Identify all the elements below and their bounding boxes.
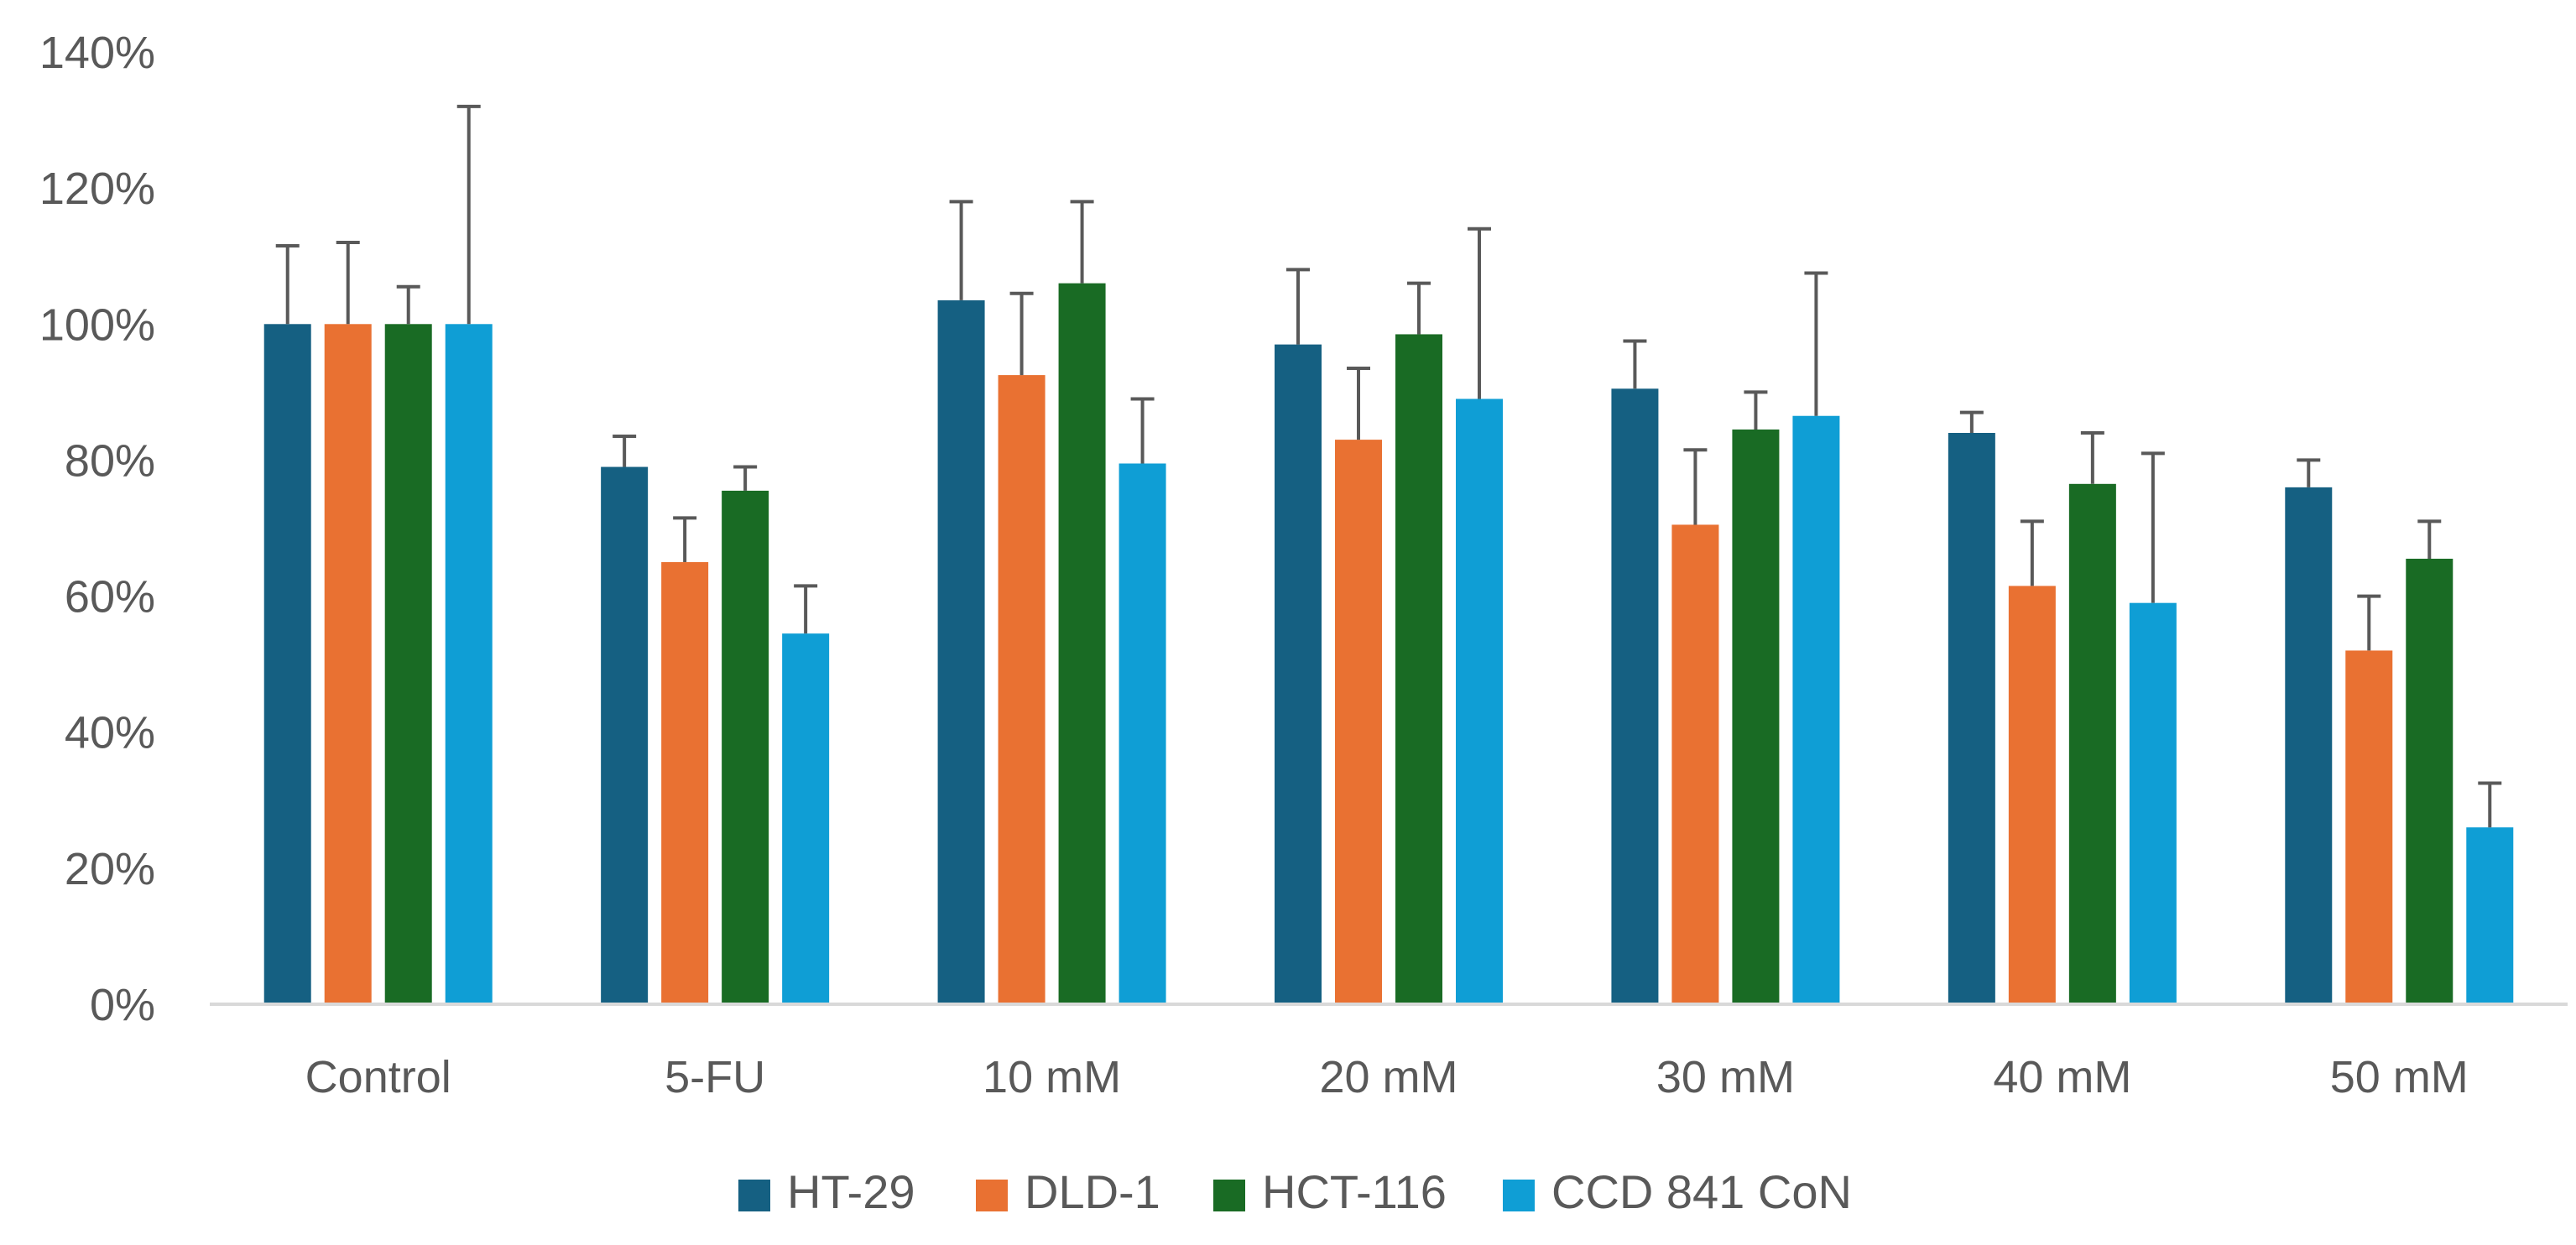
- error-bar-ccd-841-con-50-mm: [2478, 781, 2502, 828]
- y-tick-label: 100%: [39, 300, 155, 350]
- x-axis-tick-labels: Control 5-FU 10 mM 20 mM 30 mM 40 mM 50 mM: [305, 1052, 2469, 1102]
- error-bar-dld-1-10-mm: [1009, 291, 1034, 376]
- error-bar-ccd-841-con-20-mm: [1468, 227, 1491, 399]
- bar-hct-116-40-mm: [2068, 483, 2116, 1004]
- bar-dld-1-10-mm: [998, 375, 1046, 1004]
- x-tick-label: Control: [305, 1052, 451, 1102]
- error-bars: [275, 104, 2502, 828]
- legend-swatch: [976, 1180, 1008, 1211]
- y-tick-label: 60%: [65, 572, 155, 622]
- error-bar-hct-116-5-fu: [733, 465, 758, 491]
- error-bar-ccd-841-con-10-mm: [1130, 397, 1155, 464]
- error-bar-ht-29-control: [275, 244, 300, 325]
- error-bar-ht-29-50-mm: [2297, 458, 2321, 487]
- bar-ccd-841-con-control: [445, 324, 493, 1004]
- bar-ccd-841-con-20-mm: [1456, 399, 1503, 1004]
- error-bar-hct-116-50-mm: [2417, 519, 2442, 559]
- bar-ht-29-10-mm: [937, 300, 985, 1004]
- y-tick-label: 20%: [65, 844, 155, 894]
- legend-label: DLD-1: [1025, 1165, 1160, 1218]
- legend: HT-29 DLD-1 HCT-116 CCD 841 CoN: [738, 1165, 1852, 1218]
- error-bar-ht-29-20-mm: [1286, 268, 1310, 345]
- error-bar-ccd-841-con-30-mm: [1804, 271, 1828, 416]
- x-tick-label: 50 mM: [2330, 1052, 2469, 1102]
- error-bar-hct-116-30-mm: [1744, 390, 1768, 430]
- bar-ht-29-20-mm: [1275, 344, 1322, 1004]
- bar-dld-1-5-fu: [661, 562, 709, 1004]
- y-tick-label: 0%: [90, 980, 155, 1030]
- bar-hct-116-20-mm: [1395, 334, 1442, 1005]
- bar-ccd-841-con-50-mm: [2466, 827, 2514, 1004]
- x-tick-label: 40 mM: [1993, 1052, 2131, 1102]
- legend-item-hct-116: HCT-116: [1213, 1165, 1447, 1218]
- x-tick-label: 10 mM: [983, 1052, 1121, 1102]
- error-bar-dld-1-40-mm: [2020, 519, 2044, 586]
- legend-label: HT-29: [787, 1165, 915, 1218]
- bar-hct-116-10-mm: [1058, 283, 1106, 1005]
- bar-hct-116-30-mm: [1732, 429, 1780, 1005]
- error-bar-dld-1-50-mm: [2357, 594, 2381, 651]
- error-bar-hct-116-10-mm: [1070, 200, 1094, 284]
- y-tick-label: 120%: [39, 164, 155, 214]
- legend-item-dld-1: DLD-1: [976, 1165, 1160, 1218]
- error-bar-hct-116-20-mm: [1407, 281, 1431, 335]
- bar-ht-29-30-mm: [1611, 388, 1659, 1004]
- error-bar-ccd-841-con-40-mm: [2141, 451, 2165, 603]
- bar-dld-1-20-mm: [1335, 440, 1382, 1004]
- bar-hct-116-50-mm: [2406, 558, 2453, 1004]
- error-bar-dld-1-5-fu: [673, 516, 697, 563]
- legend-swatch: [1213, 1180, 1245, 1211]
- error-bar-dld-1-20-mm: [1347, 366, 1370, 440]
- error-bar-dld-1-30-mm: [1683, 448, 1708, 525]
- y-tick-label: 80%: [65, 435, 155, 486]
- x-tick-label: 30 mM: [1656, 1052, 1795, 1102]
- bar-hct-116-5-fu: [722, 490, 769, 1004]
- bars: [263, 283, 2514, 1005]
- y-axis-tick-labels: 0% 20% 40% 60% 80% 100% 120% 140%: [39, 28, 155, 1030]
- bar-ccd-841-con-5-fu: [782, 633, 830, 1004]
- error-bar-ht-29-40-mm: [1959, 410, 1984, 433]
- bar-dld-1-40-mm: [2008, 586, 2056, 1004]
- bar-ccd-841-con-30-mm: [1792, 415, 1840, 1004]
- error-bar-ccd-841-con-control: [456, 104, 481, 325]
- bar-dld-1-50-mm: [2345, 650, 2393, 1004]
- bar-ht-29-5-fu: [601, 466, 649, 1004]
- legend-item-ccd-841-con: CCD 841 CoN: [1503, 1165, 1852, 1218]
- bar-ht-29-40-mm: [1948, 433, 1995, 1004]
- bar-ccd-841-con-10-mm: [1119, 463, 1166, 1004]
- y-tick-label: 40%: [65, 708, 155, 758]
- error-bar-hct-116-control: [396, 284, 420, 325]
- error-bar-ht-29-10-mm: [949, 200, 973, 300]
- x-tick-label: 20 mM: [1319, 1052, 1457, 1102]
- legend-label: HCT-116: [1262, 1165, 1447, 1218]
- bar-ht-29-control: [263, 324, 311, 1004]
- y-tick-label: 140%: [39, 28, 155, 78]
- legend-swatch: [1503, 1180, 1535, 1211]
- legend-item-ht-29: HT-29: [738, 1165, 915, 1218]
- error-bar-dld-1-control: [336, 241, 360, 325]
- bar-ht-29-50-mm: [2285, 487, 2333, 1004]
- error-bar-ht-29-5-fu: [613, 435, 637, 467]
- bar-ccd-841-con-40-mm: [2129, 602, 2177, 1004]
- legend-swatch: [738, 1180, 770, 1211]
- legend-label: CCD 841 CoN: [1551, 1165, 1852, 1218]
- error-bar-hct-116-40-mm: [2080, 431, 2104, 484]
- x-tick-label: 5-FU: [665, 1052, 765, 1102]
- bar-hct-116-control: [384, 324, 432, 1004]
- error-bar-ccd-841-con-5-fu: [794, 584, 818, 634]
- bar-dld-1-30-mm: [1671, 524, 1719, 1004]
- error-bar-ht-29-30-mm: [1623, 339, 1647, 389]
- bar-dld-1-control: [324, 324, 372, 1004]
